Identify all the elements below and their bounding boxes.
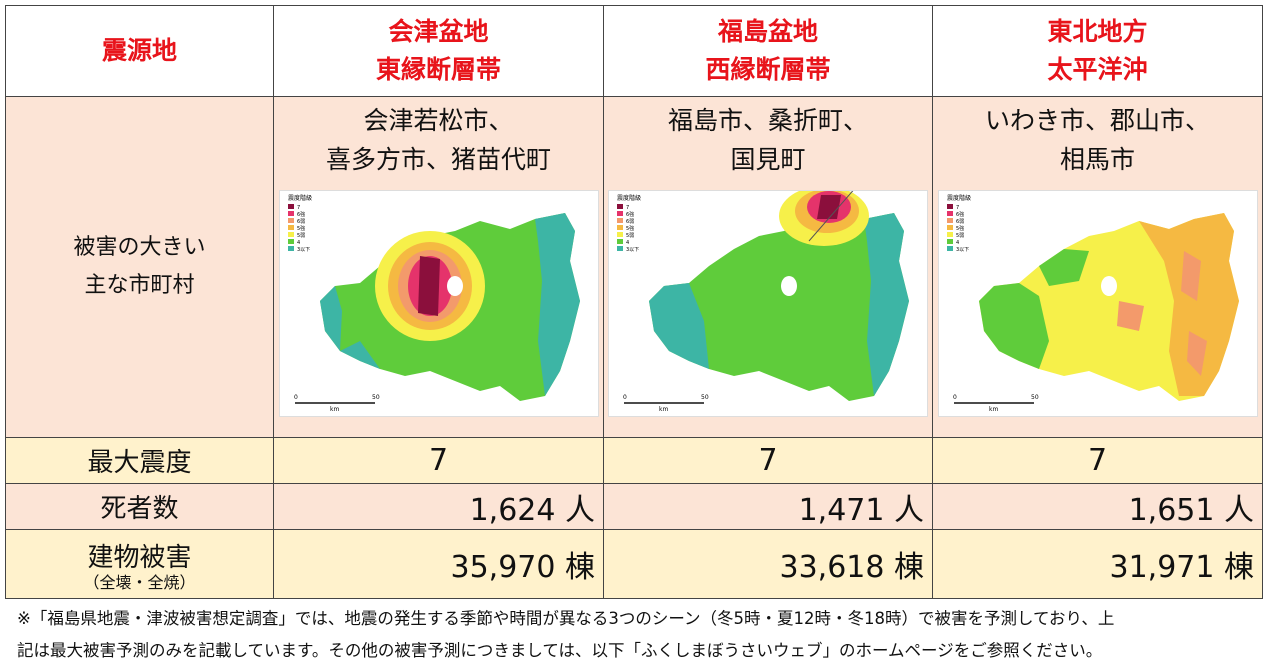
legend-label: 5弱 (956, 233, 964, 239)
legend-label: 5強 (297, 225, 305, 232)
legend-swatch (617, 239, 623, 244)
buildings-row: 建物被害 （全壊・全焼） 35,970 棟 33,618 棟 31,971 棟 (5, 529, 1263, 599)
legend-label: 6強 (626, 211, 634, 218)
intensity-map-2: 震度階級 7 6強 6弱 5強 5弱 4 3以下 0 50 (608, 190, 928, 417)
svg-text:km: km (659, 406, 668, 413)
header-epicenter-3: 東北地方 太平洋沖 (932, 5, 1263, 97)
legend-label: 7 (626, 205, 629, 211)
legend-label: 4 (297, 240, 300, 246)
damage-area-cell-3: いわき市、郡山市、 相馬市 震度階級 7 6強 6弱 5強 5弱 4 3以下 (932, 96, 1263, 438)
max-intensity-value: 7 (603, 437, 933, 484)
deaths-value: 1,651 人 (932, 483, 1263, 530)
legend-label: 5強 (956, 225, 964, 232)
legend-swatch (287, 211, 294, 216)
legend-swatch (617, 218, 623, 223)
legend-swatch (946, 232, 953, 237)
legend-label: 6強 (956, 211, 964, 218)
city-list: 福島市、桑折町、 国見町 (667, 106, 868, 174)
legend-swatch (287, 204, 294, 209)
legend-swatch (617, 211, 623, 216)
legend-swatch (946, 218, 953, 223)
svg-text:震度階級: 震度階級 (617, 194, 641, 202)
svg-text:0: 0 (294, 394, 298, 401)
svg-text:50: 50 (701, 394, 709, 401)
max-intensity-row: 最大震度 7 7 7 (5, 437, 1263, 484)
max-intensity-value: 7 (932, 437, 1263, 484)
svg-text:震度階級: 震度階級 (288, 194, 312, 202)
damage-area-label: 被害の大きい 主な市町村 (5, 96, 274, 438)
legend-swatch (946, 246, 953, 251)
legend-swatch (946, 225, 953, 230)
legend-swatch (287, 239, 294, 244)
deaths-label: 死者数 (5, 483, 274, 530)
legend-label: 6強 (297, 211, 305, 218)
map-scale: 0 50 km (623, 394, 709, 413)
intensity-map-3: 震度階級 7 6強 6弱 5強 5弱 4 3以下 0 50 km (937, 190, 1258, 417)
legend-swatch (946, 239, 953, 244)
legend-label: 5強 (626, 225, 634, 232)
legend-label: 7 (297, 205, 300, 211)
legend-label: 5弱 (297, 233, 305, 239)
legend-label: 6弱 (626, 219, 634, 225)
legend-swatch (946, 211, 953, 216)
legend-label: 7 (956, 205, 959, 211)
legend-swatch (617, 232, 623, 237)
legend-swatch (946, 204, 953, 209)
svg-text:0: 0 (953, 394, 957, 401)
svg-text:km: km (330, 406, 339, 413)
legend-label: 5弱 (626, 233, 634, 239)
map-scale: 0 50 km (294, 394, 380, 413)
legend-label: 3以下 (626, 247, 639, 253)
damage-area-row: 被害の大きい 主な市町村 会津若松市、 喜多方市、猪苗代町 震度階級 7 6強 6弱… (5, 96, 1263, 438)
damage-area-cell-2: 福島市、桑折町、 国見町 震度階級 7 6強 6弱 5強 5弱 4 3以下 (603, 96, 933, 438)
legend-swatch (617, 225, 623, 230)
legend-label: 6弱 (956, 219, 964, 225)
city-list: 会津若松市、 喜多方市、猪苗代町 (325, 106, 551, 174)
svg-text:km: km (989, 406, 998, 413)
header-row: 震源地 会津盆地 東縁断層帯 福島盆地 西縁断層帯 東北地方 太平洋沖 (5, 5, 1263, 97)
legend-label: 3以下 (956, 247, 969, 253)
deaths-value: 1,471 人 (603, 483, 933, 530)
svg-text:0: 0 (623, 394, 627, 401)
city-list: いわき市、郡山市、 相馬市 (984, 106, 1210, 174)
buildings-value: 31,971 棟 (932, 529, 1263, 599)
header-corner: 震源地 (5, 5, 274, 97)
legend-swatch (287, 246, 294, 251)
buildings-label: 建物被害 （全壊・全焼） (5, 529, 274, 599)
deaths-value: 1,624 人 (273, 483, 604, 530)
legend-swatch (617, 246, 623, 251)
svg-text:50: 50 (1031, 394, 1039, 401)
svg-text:50: 50 (372, 394, 380, 401)
legend-label: 4 (956, 240, 959, 246)
legend-swatch (287, 232, 294, 237)
buildings-value: 35,970 棟 (273, 529, 604, 599)
buildings-sublabel: （全壊・全焼） (83, 572, 196, 592)
legend-label: 6弱 (297, 219, 305, 225)
earthquake-damage-table: 震源地 会津盆地 東縁断層帯 福島盆地 西縁断層帯 東北地方 太平洋沖 被害の大… (5, 5, 1263, 599)
header-epicenter-1: 会津盆地 東縁断層帯 (273, 5, 604, 97)
damage-area-cell-1: 会津若松市、 喜多方市、猪苗代町 震度階級 7 6強 6弱 5強 5弱 4 3以下 (273, 96, 604, 438)
map-scale: 0 50 km (953, 394, 1039, 413)
header-epicenter-2: 福島盆地 西縁断層帯 (603, 5, 933, 97)
intensity-map-1: 震度階級 7 6強 6弱 5強 5弱 4 3以下 0 (278, 190, 599, 417)
max-intensity-label: 最大震度 (5, 437, 274, 484)
legend-label: 3以下 (297, 247, 310, 253)
max-intensity-value: 7 (273, 437, 604, 484)
legend-swatch (287, 218, 294, 223)
footnote: ※「福島県地震・津波被害想定調査」では、地震の発生する季節や時間が異なる3つのシ… (17, 609, 1115, 660)
svg-text:震度階級: 震度階級 (947, 194, 971, 202)
legend-label: 4 (626, 240, 629, 246)
deaths-row: 死者数 1,624 人 1,471 人 1,651 人 (5, 483, 1263, 530)
buildings-value: 33,618 棟 (603, 529, 933, 599)
legend-swatch (617, 204, 623, 209)
legend-swatch (287, 225, 294, 230)
